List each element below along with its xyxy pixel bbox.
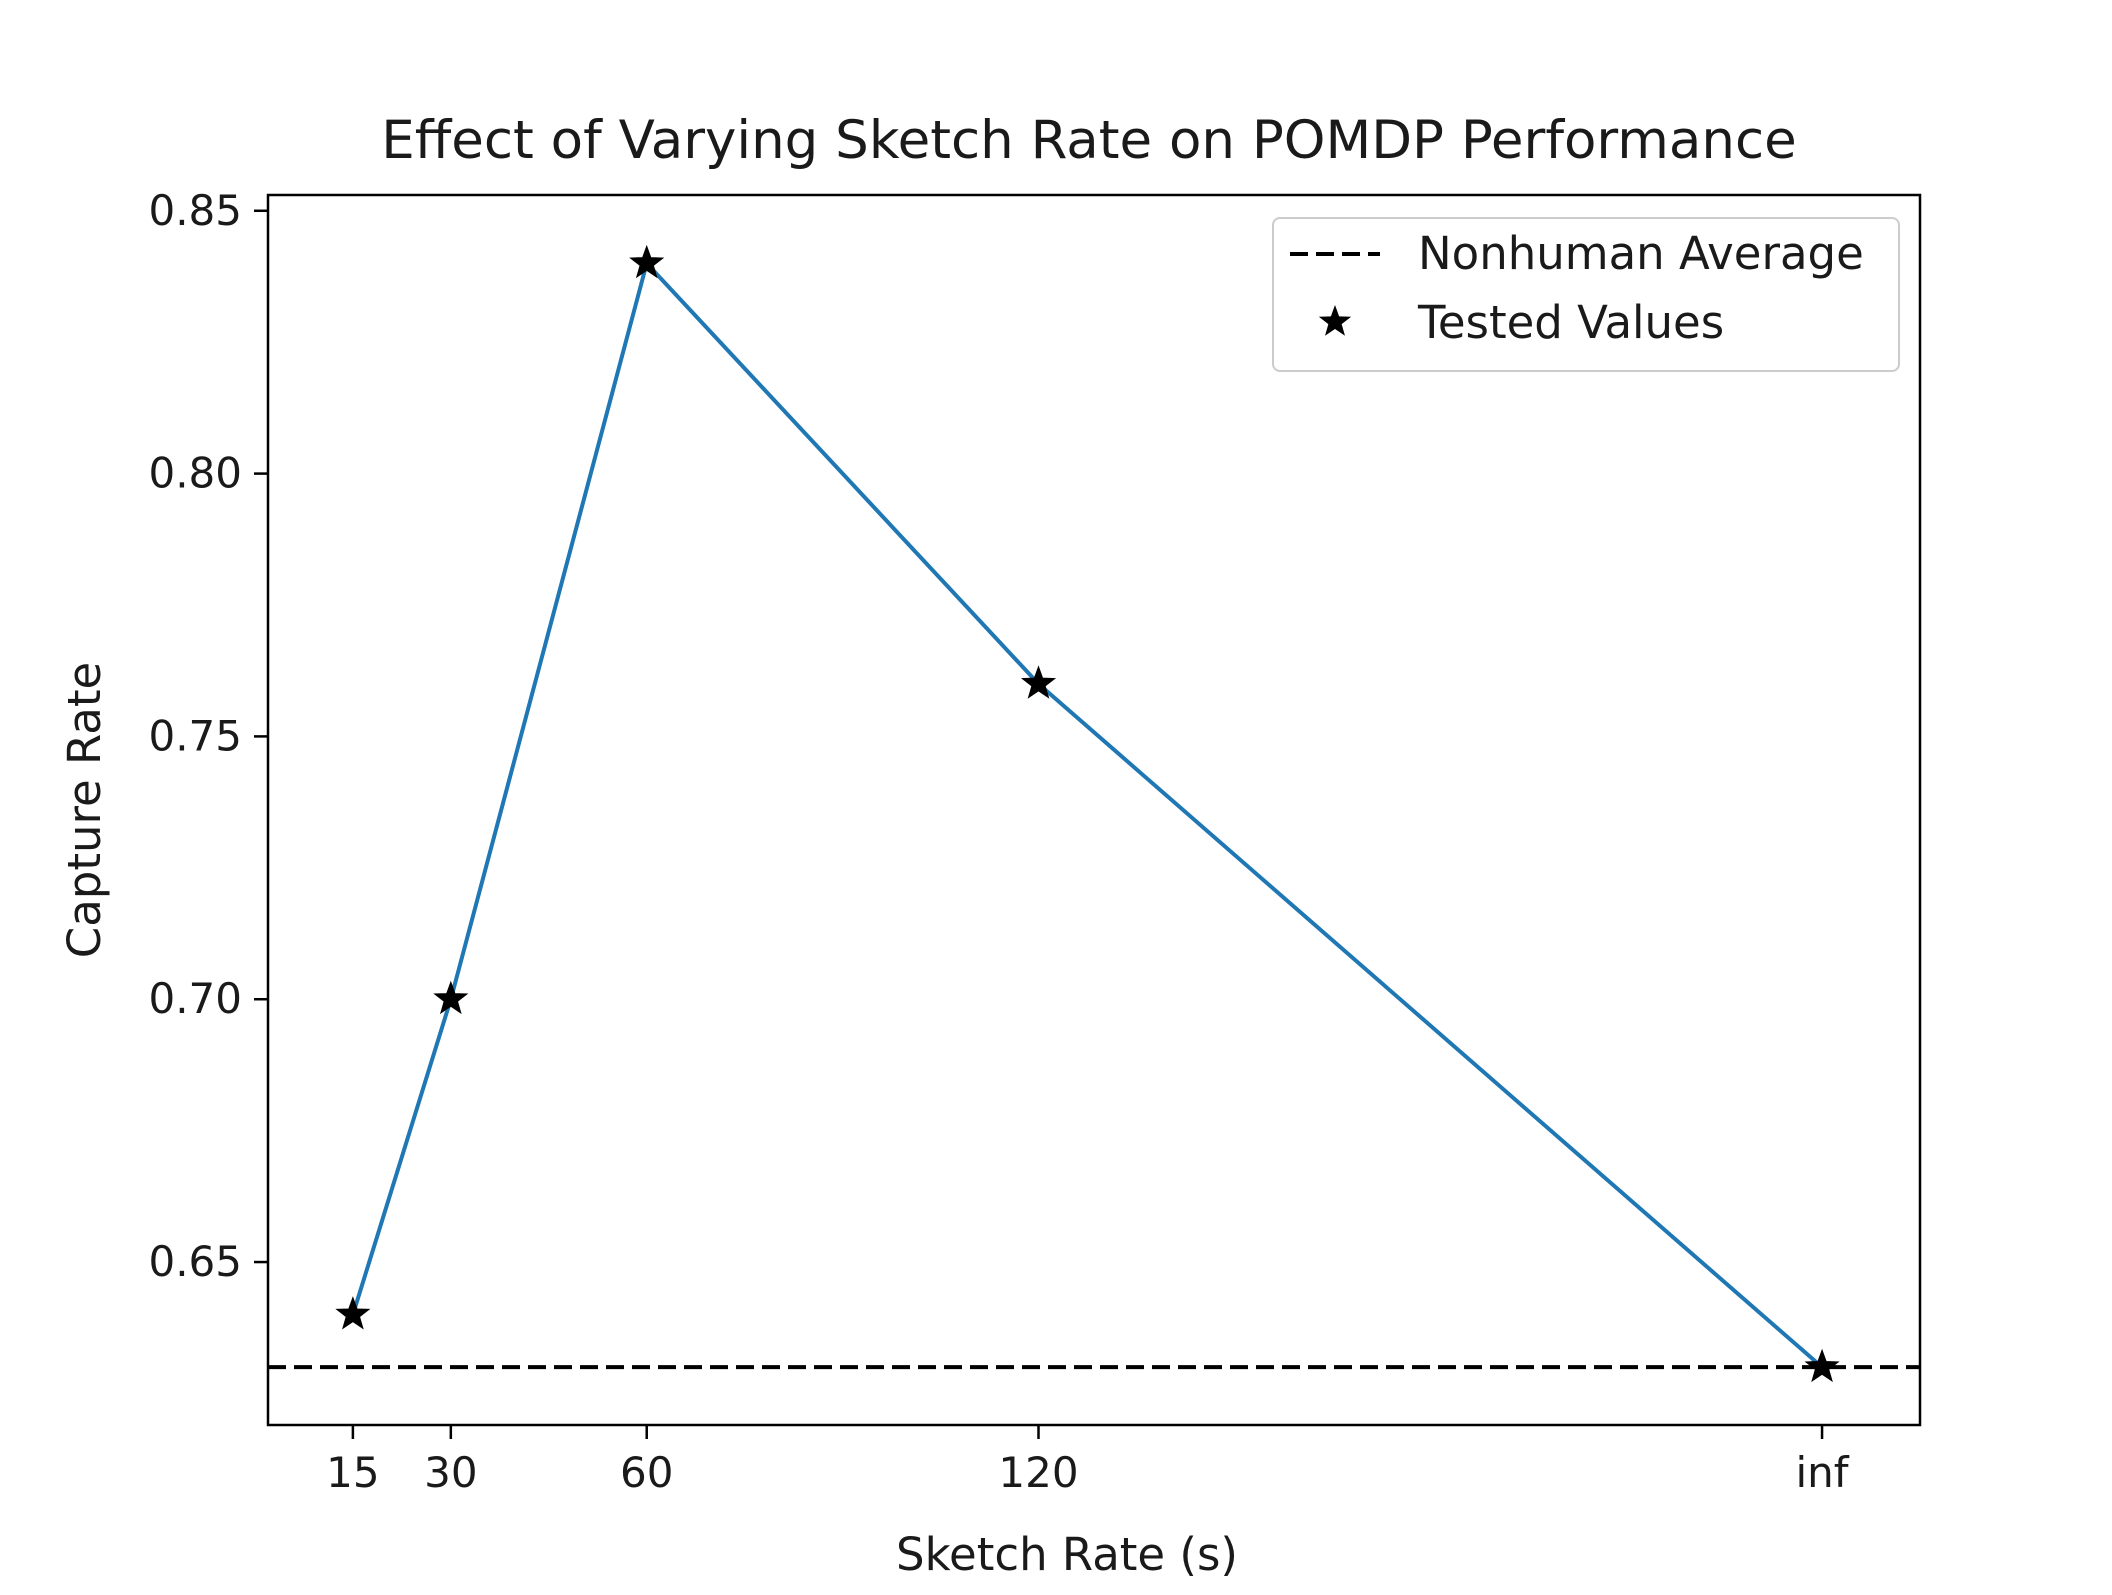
chart-title: Effect of Varying Sketch Rate on POMDP P… bbox=[381, 110, 1796, 171]
y-axis-label: Capture Rate bbox=[58, 662, 111, 958]
legend-box bbox=[1272, 217, 1900, 372]
y-tick-label: 0.70 bbox=[148, 974, 242, 1023]
x-axis-label: Sketch Rate (s) bbox=[896, 1528, 1238, 1581]
y-axis-ticks: 0.65 0.70 0.75 0.80 0.85 bbox=[148, 186, 268, 1286]
x-tick-label: 60 bbox=[620, 1448, 673, 1497]
tested-value-star bbox=[1020, 665, 1057, 699]
x-axis-ticks: 15 30 60 120 inf bbox=[326, 1425, 1850, 1497]
x-tick-label: 15 bbox=[326, 1448, 379, 1497]
x-tick-label: inf bbox=[1796, 1448, 1850, 1497]
plot-area bbox=[266, 193, 1922, 1427]
markers bbox=[335, 244, 1840, 1383]
y-tick-label: 0.65 bbox=[148, 1237, 242, 1286]
tested-value-star bbox=[1804, 1348, 1840, 1383]
tested-value-star bbox=[629, 244, 665, 279]
legend-label-nonhuman-average: Nonhuman Average bbox=[1418, 227, 1864, 280]
axes-frame bbox=[266, 193, 1922, 1427]
legend-label-tested-values: Tested Values bbox=[1417, 296, 1724, 349]
x-tick-label: 120 bbox=[998, 1448, 1078, 1497]
tested-value-star bbox=[335, 1296, 371, 1330]
y-tick-label: 0.75 bbox=[148, 711, 242, 760]
legend: Nonhuman Average Tested Values bbox=[1272, 217, 1900, 372]
capture-rate-line bbox=[350, 261, 1824, 1369]
y-tick-label: 0.80 bbox=[148, 449, 242, 498]
x-tick-label: 30 bbox=[424, 1448, 477, 1497]
tested-value-star bbox=[433, 980, 469, 1015]
y-tick-label: 0.85 bbox=[148, 186, 242, 235]
series-lines bbox=[350, 261, 1824, 1369]
legend-star-swatch bbox=[1318, 305, 1352, 336]
